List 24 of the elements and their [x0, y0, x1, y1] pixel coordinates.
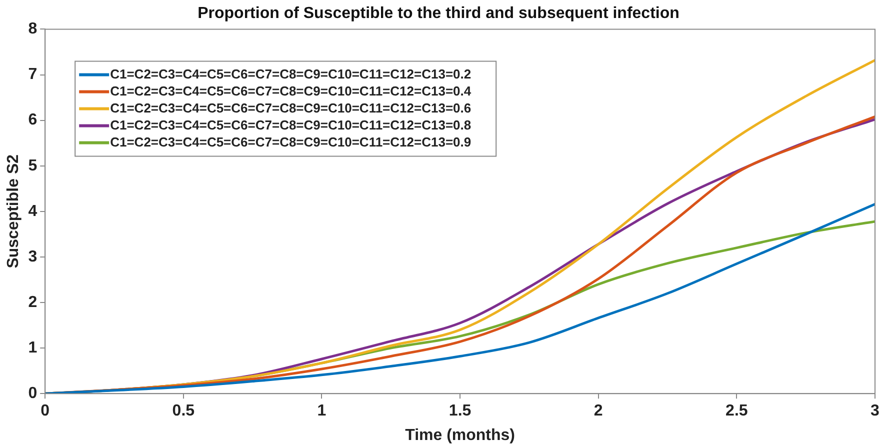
legend-label: C1=C2=C3=C4=C5=C6=C7=C8=C9=C10=C11=C12=C13=0.6: [110, 100, 472, 116]
y-tick-label: 4: [28, 202, 38, 220]
y-tick-label: 6: [28, 112, 38, 129]
x-tick-label: 1.5: [448, 402, 472, 420]
legend-label: C1=C2=C3=C4=C5=C6=C7=C8=C9=C10=C11=C12=C13=0.2: [110, 66, 472, 82]
y-axis-title: Susceptible S2: [5, 154, 22, 268]
legend-label: C1=C2=C3=C4=C5=C6=C7=C8=C9=C10=C11=C12=C13=0.8: [110, 117, 472, 132]
y-tick-label: 1: [28, 339, 38, 356]
y-tick-label: 2: [28, 294, 38, 311]
x-tick-label: 2.5: [726, 402, 748, 420]
legend-label: C1=C2=C3=C4=C5=C6=C7=C8=C9=C10=C11=C12=C13=0.9: [110, 134, 472, 150]
y-tick-label: 5: [28, 157, 38, 174]
y-tick-label: 7: [28, 66, 38, 84]
y-tick-label: 3: [28, 248, 38, 266]
x-tick-label: 1: [317, 402, 326, 420]
x-tick-label: 3: [870, 402, 880, 420]
x-tick-label: 0.5: [172, 402, 195, 420]
x-tick-label: 0: [40, 402, 50, 420]
y-tick-label: 0: [28, 385, 38, 402]
y-tick-label: 8: [28, 20, 38, 38]
x-tick-label: 2: [594, 402, 603, 420]
x-axis-title: Time (months): [405, 426, 516, 444]
legend-label: C1=C2=C3=C4=C5=C6=C7=C8=C9=C10=C11=C12=C13=0.4: [110, 83, 472, 98]
chart-title: Proportion of Susceptible to the third and subsequent infection: [198, 5, 680, 22]
